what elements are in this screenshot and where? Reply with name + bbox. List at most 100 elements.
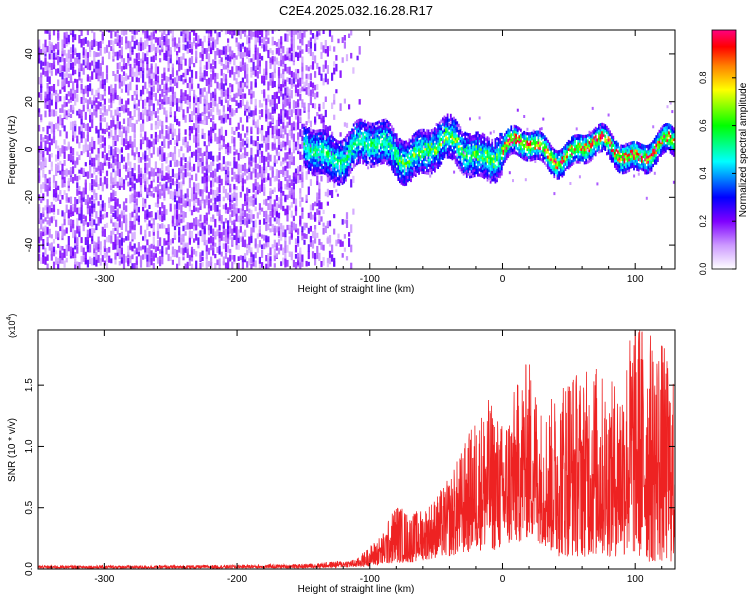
heatmap-cell (292, 107, 295, 114)
heatmap-cell (324, 60, 327, 69)
heatmap-cell (65, 244, 68, 252)
heatmap-cell (376, 160, 379, 164)
heatmap-cell (252, 157, 255, 163)
heatmap-cell (40, 75, 43, 85)
heatmap-cell (265, 60, 268, 70)
heatmap-cell (214, 204, 217, 212)
heatmap-cell (135, 247, 138, 253)
heatmap-cell (116, 222, 119, 230)
heatmap-cell (346, 157, 349, 161)
heatmap-cell (379, 132, 382, 136)
heatmap-cell (203, 105, 206, 114)
heatmap-cell (42, 252, 45, 257)
heatmap-cell (386, 119, 388, 124)
heatmap-cell (201, 256, 204, 261)
heatmap-cell (454, 158, 457, 162)
heatmap-cell (222, 114, 225, 122)
heatmap-cell (235, 238, 238, 246)
heatmap-cell (89, 97, 92, 105)
heatmap-cell (180, 74, 183, 82)
heatmap-cell (57, 116, 60, 124)
heatmap-cell (89, 182, 92, 191)
heatmap-cell (40, 85, 43, 93)
heatmap-cell (363, 135, 366, 139)
heatmap-cell (127, 235, 130, 241)
heatmap-cell (72, 121, 75, 127)
heatmap-cell (52, 124, 56, 132)
heatmap-cell (76, 246, 79, 254)
heatmap-cell (373, 133, 376, 137)
heatmap-cell (120, 210, 123, 218)
heatmap-cell (437, 157, 439, 162)
heatmap-cell (137, 158, 140, 164)
heatmap-cell (152, 263, 155, 269)
heatmap-cell (222, 226, 225, 232)
heatmap-cell (231, 135, 234, 144)
heatmap-cell (456, 155, 459, 159)
heatmap-cell (241, 236, 244, 242)
heatmap-cell (421, 155, 424, 159)
heatmap-cell (263, 163, 266, 171)
heatmap-cell (93, 109, 96, 116)
heatmap-cell (322, 45, 325, 53)
heatmap-cell (193, 151, 196, 156)
heatmap-cell (50, 42, 53, 51)
heatmap-cell (261, 30, 264, 38)
heatmap-cell (52, 45, 56, 52)
heatmap-cell (120, 46, 123, 56)
heatmap-cell (161, 47, 164, 53)
heatmap-cell (391, 133, 393, 137)
heatmap-cell (144, 53, 147, 62)
heatmap-cell (314, 253, 317, 260)
heatmap-cell (297, 115, 300, 124)
heatmap-cell (301, 154, 304, 160)
heatmap-cell (333, 177, 336, 181)
heatmap-cell (437, 152, 439, 156)
heatmap-cell (176, 81, 179, 89)
heatmap-cell (244, 62, 247, 71)
heatmap-cell (389, 138, 392, 142)
heatmap-cell (218, 193, 221, 202)
heatmap-cell (282, 62, 285, 68)
heatmap-cell (421, 162, 424, 167)
heatmap-cell (271, 244, 274, 249)
heatmap-cell (216, 259, 219, 266)
heatmap-cell (365, 128, 368, 132)
heatmap-cell (261, 131, 264, 138)
heatmap-cell (42, 219, 45, 224)
heatmap-cell (331, 102, 334, 109)
heatmap-cell (241, 124, 244, 131)
heatmap-cell (186, 247, 189, 253)
heatmap-cell (284, 236, 287, 241)
heatmap-cell (55, 89, 58, 95)
heatmap-cell (220, 232, 223, 241)
heatmap-cell (319, 137, 322, 141)
heatmap-cell (416, 159, 419, 163)
heatmap-cell (137, 164, 140, 174)
heatmap-cell (284, 169, 287, 176)
heatmap-cell (290, 230, 293, 238)
heatmap-cell (437, 142, 439, 146)
heatmap-cell (86, 144, 89, 151)
heatmap-cell (180, 181, 183, 190)
heatmap-cell (395, 159, 398, 163)
heatmap-cell (349, 167, 352, 171)
heatmap-cell (63, 101, 66, 108)
heatmap-cell (186, 106, 189, 114)
heatmap-cell (437, 165, 439, 169)
heatmap-cell (263, 135, 266, 141)
heatmap-cell (330, 176, 333, 180)
heatmap-cell (297, 99, 300, 107)
heatmap-cell (271, 125, 274, 135)
heatmap-cell (254, 37, 257, 45)
heatmap-cell (280, 198, 283, 208)
heatmap-cell (375, 150, 377, 155)
heatmap-cell (48, 142, 51, 151)
heatmap-cell (246, 100, 249, 109)
heatmap-cell (387, 158, 390, 162)
heatmap-cell (212, 59, 215, 65)
heatmap-cell (156, 66, 160, 75)
heatmap-cell (112, 98, 115, 104)
heatmap-cell (311, 89, 315, 94)
heatmap-cell (376, 134, 379, 138)
